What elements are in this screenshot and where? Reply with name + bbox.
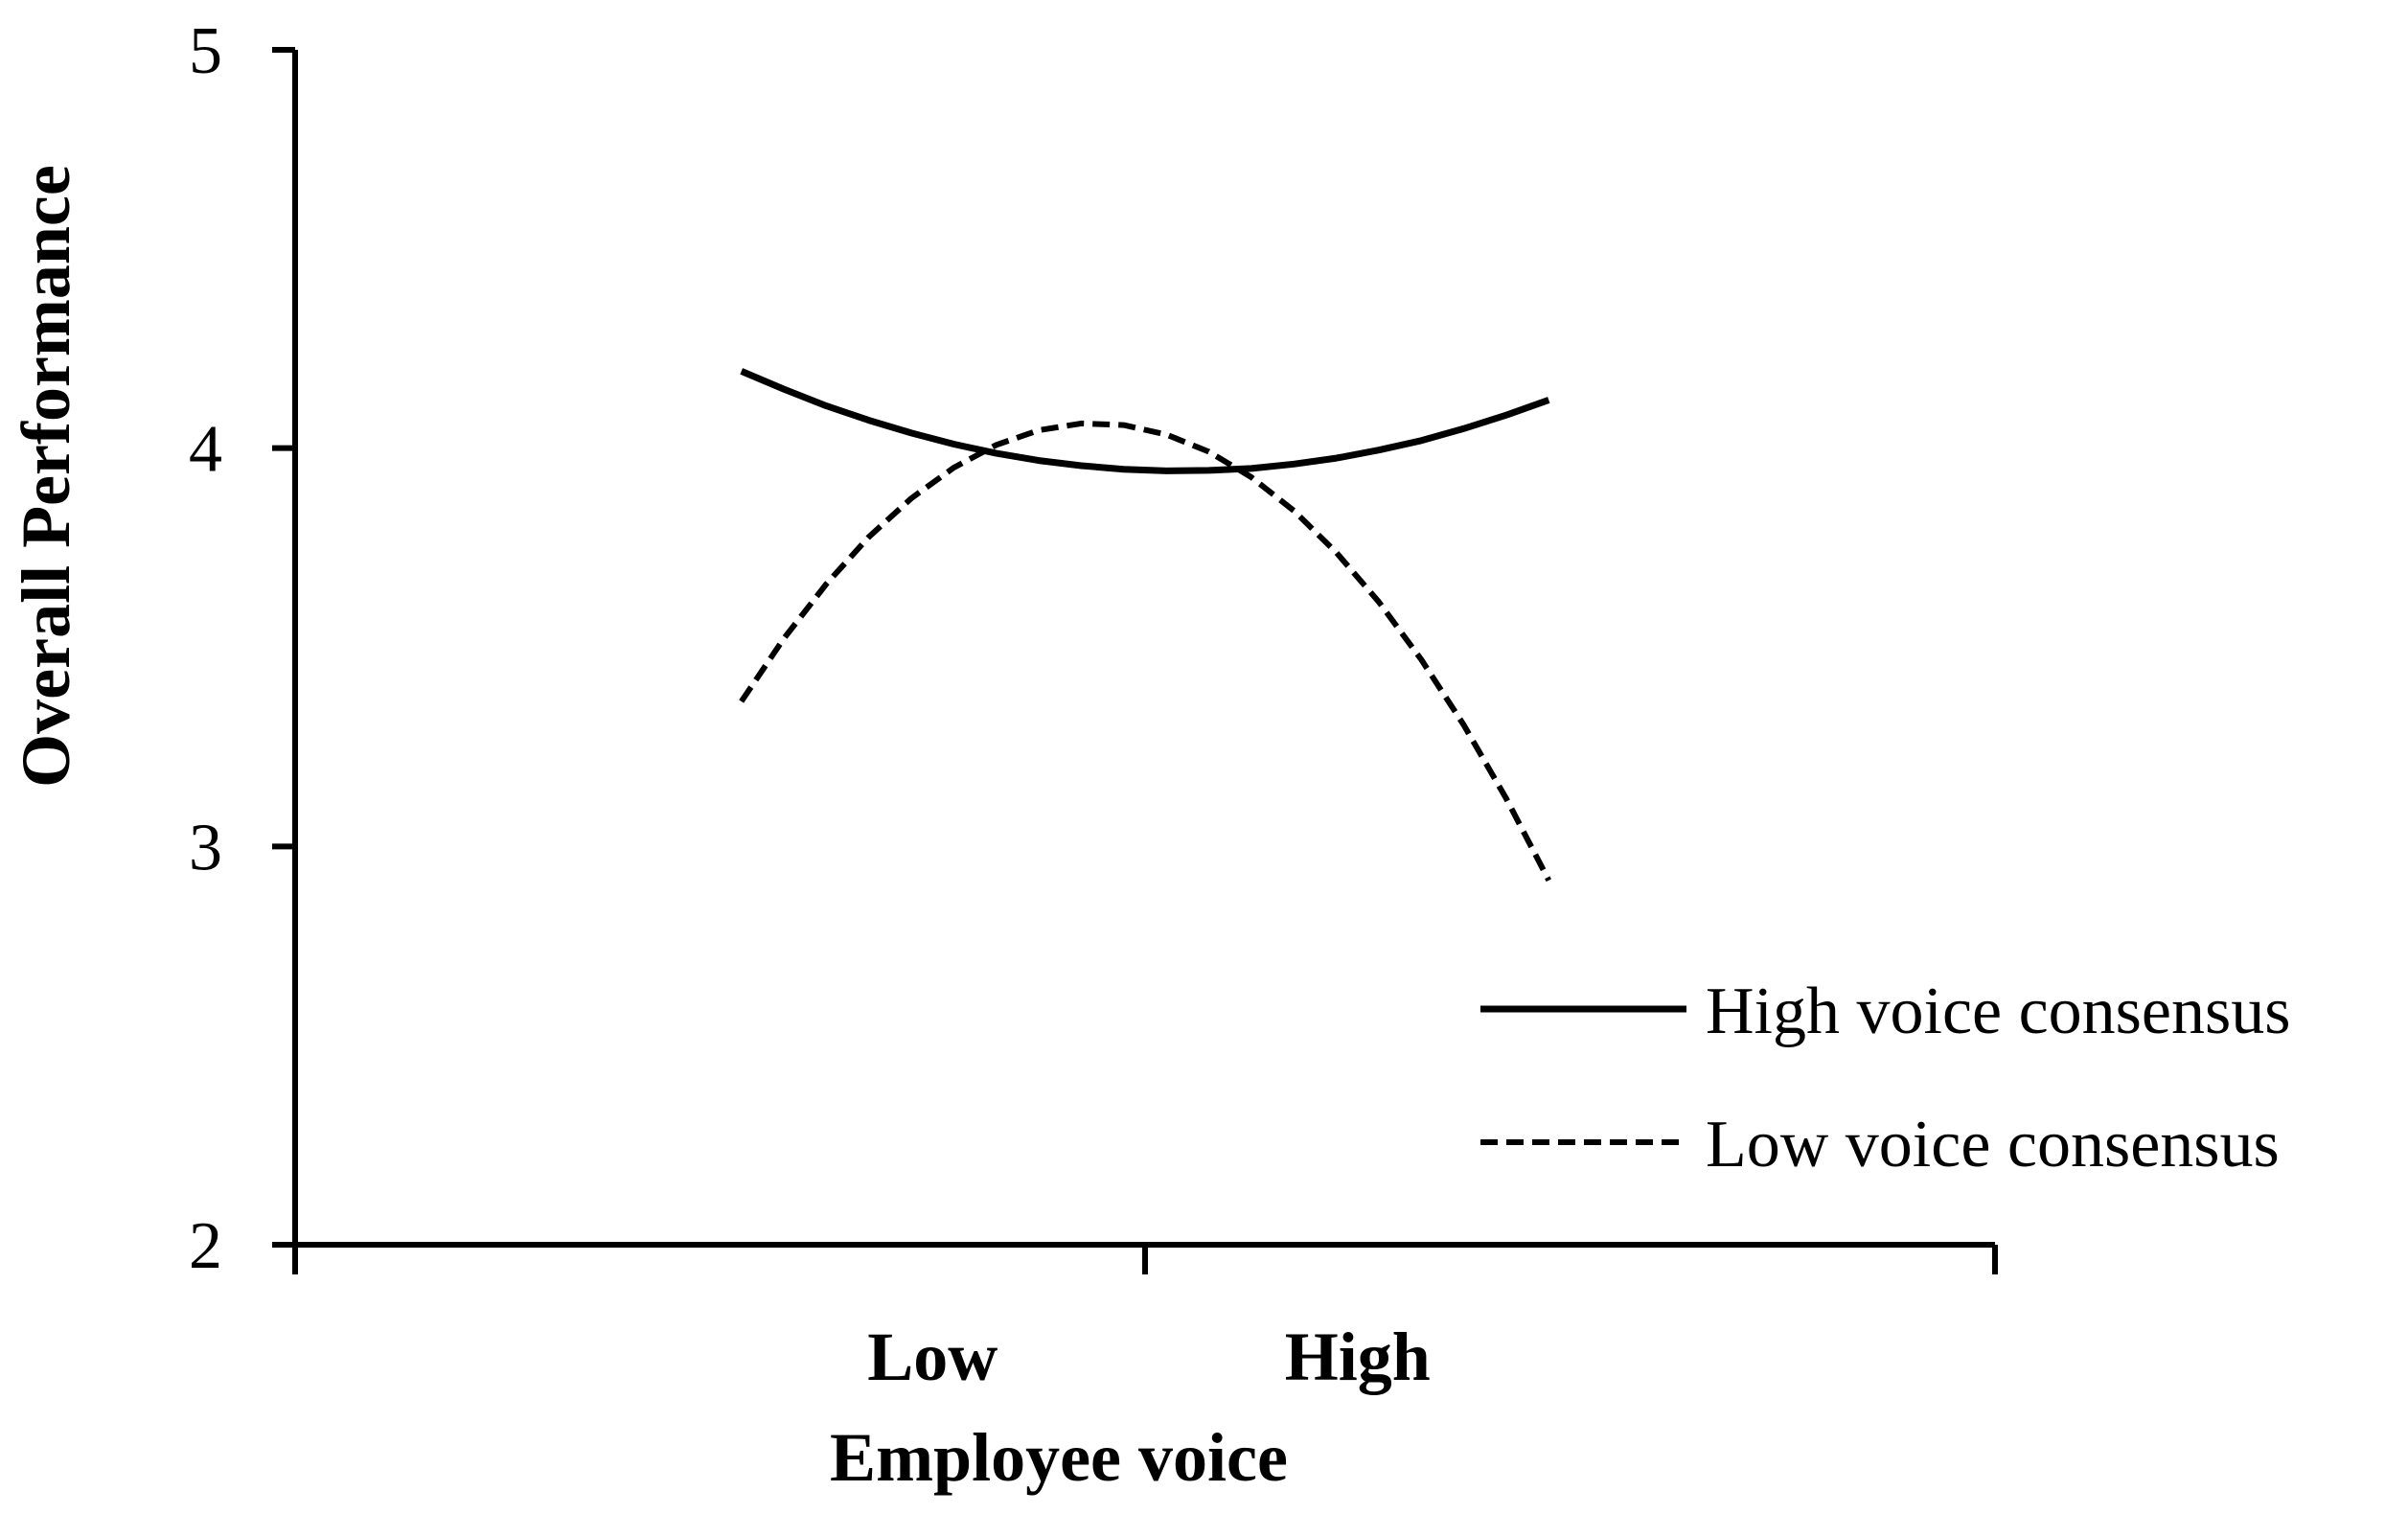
x-ticks [292, 1245, 1998, 1274]
x-category-labels: Low High [867, 1319, 1431, 1395]
y-tick-label: 4 [189, 413, 222, 487]
x-category-label: High [1285, 1319, 1431, 1395]
legend-label: High voice consensus [1706, 975, 2290, 1048]
series-line-high-voice-consensus [740, 368, 1550, 474]
y-tick-label: 3 [189, 811, 222, 884]
y-tick-label: 5 [189, 14, 222, 88]
legend-item-high-voice-consensus: High voice consensus [1480, 975, 2290, 1048]
x-axis-title: Employee voice [830, 1419, 1288, 1496]
series-line-low-voice-consensus [739, 420, 1551, 883]
legend-item-low-voice-consensus: Low voice consensus [1480, 1108, 2280, 1181]
y-axis-title: Overall Performance [8, 165, 84, 788]
y-tick-label: 2 [189, 1209, 222, 1283]
y-ticks: 2 3 4 5 [189, 14, 295, 1283]
series-layer [739, 368, 1551, 883]
legend-label: Low voice consensus [1706, 1108, 2280, 1181]
x-category-label: Low [867, 1319, 998, 1395]
legend: High voice consensus Low voice consensus [1480, 975, 2290, 1181]
